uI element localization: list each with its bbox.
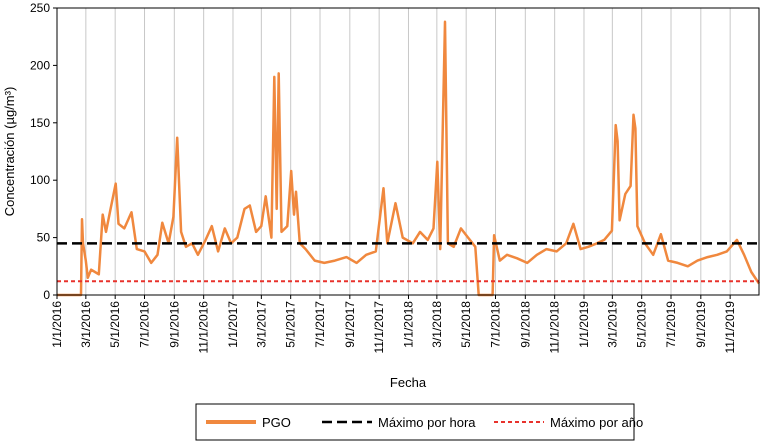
legend-label-maximo-por-hora: Máximo por hora	[378, 415, 476, 430]
y-axis-title: Concentración (µg/m³)	[2, 87, 17, 217]
axes: 1/1/2016 3/1/2016 5/1/2016 7/1/2016 9/1/2016…	[30, 1, 760, 354]
legend-box	[195, 403, 635, 441]
x-tick-label: 11/1/2016	[197, 301, 211, 354]
x-tick-label: 5/1/2019	[635, 301, 649, 348]
x-tick-label: 3/1/2017	[254, 301, 268, 348]
plot-frame	[56, 7, 760, 296]
x-axis-title: Fecha	[390, 375, 427, 390]
y-tick-label: 100	[30, 173, 50, 187]
x-tick-label: 3/1/2016	[79, 301, 93, 348]
x-tick-label: 11/1/2017	[372, 301, 386, 354]
x-tick-label: 7/1/2019	[664, 301, 678, 348]
series-layer	[57, 20, 760, 297]
x-tick-label: 5/1/2017	[284, 301, 298, 348]
x-tick-label: 1/1/2017	[226, 301, 240, 348]
y-tick-label: 0	[43, 288, 50, 302]
y-tick-label: 200	[30, 58, 50, 72]
x-tick-label: 9/1/2019	[694, 301, 708, 348]
x-tick-label: 7/1/2016	[138, 301, 152, 348]
x-tick-label: 3/1/2019	[605, 301, 619, 348]
x-tick-label: 7/1/2017	[313, 301, 327, 348]
grid-lines	[56, 8, 731, 295]
legend: PGO Máximo por hora Máximo por año	[195, 403, 643, 441]
x-tick-label: 9/1/2017	[343, 301, 357, 348]
x-tick-label: 1/1/2019	[577, 301, 591, 348]
x-tick-label: 3/1/2018	[430, 301, 444, 348]
y-tick-label: 150	[30, 116, 50, 130]
x-tick-label: 7/1/2018	[489, 301, 503, 348]
y-tick-label: 250	[30, 1, 50, 15]
x-tick-label: 5/1/2016	[108, 301, 122, 348]
x-tick-label: 9/1/2016	[167, 301, 181, 348]
x-tick-label: 11/1/2019	[723, 301, 737, 354]
y-tick-label: 50	[37, 231, 51, 245]
x-tick-label: 1/1/2018	[401, 301, 415, 348]
x-tick-label: 11/1/2018	[548, 301, 562, 354]
x-tick-label: 1/1/2016	[50, 301, 64, 348]
x-tick-label: 9/1/2018	[518, 301, 532, 348]
x-tick-label: 5/1/2018	[459, 301, 473, 348]
legend-label-pgo: PGO	[262, 415, 291, 430]
series-line-pgo	[57, 20, 760, 297]
legend-label-maximo-por-ano: Máximo por año	[550, 415, 643, 430]
